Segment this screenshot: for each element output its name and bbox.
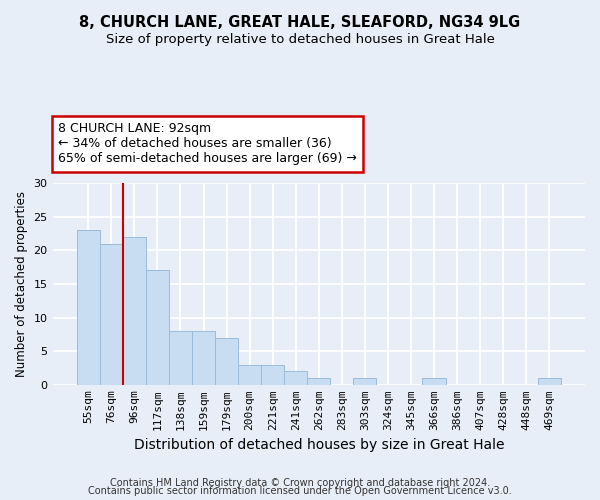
Bar bbox=[77, 230, 100, 385]
Y-axis label: Number of detached properties: Number of detached properties bbox=[15, 191, 28, 377]
Text: 8, CHURCH LANE, GREAT HALE, SLEAFORD, NG34 9LG: 8, CHURCH LANE, GREAT HALE, SLEAFORD, NG… bbox=[79, 15, 521, 30]
Bar bbox=[192, 331, 215, 385]
Text: 8 CHURCH LANE: 92sqm
← 34% of detached houses are smaller (36)
65% of semi-detac: 8 CHURCH LANE: 92sqm ← 34% of detached h… bbox=[58, 122, 357, 166]
Bar bbox=[422, 378, 446, 385]
Bar bbox=[123, 237, 146, 385]
Text: Size of property relative to detached houses in Great Hale: Size of property relative to detached ho… bbox=[106, 32, 494, 46]
Bar bbox=[238, 364, 261, 385]
Bar bbox=[538, 378, 561, 385]
Bar bbox=[100, 244, 123, 385]
Bar bbox=[146, 270, 169, 385]
Bar bbox=[215, 338, 238, 385]
Bar bbox=[261, 364, 284, 385]
Text: Contains HM Land Registry data © Crown copyright and database right 2024.: Contains HM Land Registry data © Crown c… bbox=[110, 478, 490, 488]
Text: Contains public sector information licensed under the Open Government Licence v3: Contains public sector information licen… bbox=[88, 486, 512, 496]
X-axis label: Distribution of detached houses by size in Great Hale: Distribution of detached houses by size … bbox=[134, 438, 504, 452]
Bar bbox=[284, 372, 307, 385]
Bar bbox=[169, 331, 192, 385]
Bar bbox=[307, 378, 330, 385]
Bar bbox=[353, 378, 376, 385]
